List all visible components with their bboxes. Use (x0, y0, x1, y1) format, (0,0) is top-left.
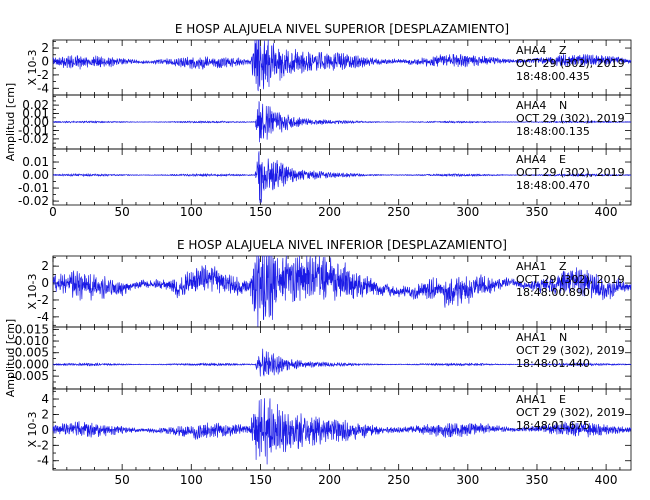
component-label: E (559, 153, 566, 166)
date-label: OCT 29 (302), 2019 (516, 166, 625, 179)
x-tick-label: 250 (387, 473, 410, 487)
y-tick-label: 2 (41, 407, 49, 421)
time-label: 18:48:00.890 (516, 286, 590, 299)
x-tick-label: 150 (249, 205, 272, 219)
waveform-aha4-z (52, 39, 632, 92)
waveform-aha4-n (52, 101, 632, 143)
x-tick-label: 50 (114, 205, 129, 219)
component-label: N (559, 331, 567, 344)
scale-label: X 10-3 (26, 274, 39, 310)
y-axis-label: Amplitud [cm] (4, 83, 17, 161)
time-label: 18:48:01.675 (516, 419, 590, 432)
y-tick-label: 0.01 (22, 155, 49, 169)
component-label: E (559, 393, 566, 406)
x-tick-label: 300 (456, 205, 479, 219)
scale-label: X 10-3 (26, 412, 39, 448)
y-tick-label: 0.005 (15, 346, 49, 360)
scale-label: X 10-3 (26, 50, 39, 86)
y-tick-label: 4 (41, 392, 49, 406)
date-label: OCT 29 (302), 2019 (516, 344, 625, 357)
x-tick-label: 200 (318, 473, 341, 487)
y-tick-label: -0.01 (18, 123, 49, 137)
x-tick-label: 400 (595, 473, 618, 487)
y-axis-label: Amplitud [cm] (4, 319, 17, 397)
figure-title: E HOSP ALAJUELA NIVEL SUPERIOR [DESPLAZA… (175, 22, 509, 36)
y-tick-label: 2 (41, 41, 49, 55)
y-tick-label: 0.015 (15, 322, 49, 336)
panel-frame (52, 148, 632, 206)
x-tick-label: 100 (180, 205, 203, 219)
x-tick-label: 150 (249, 473, 272, 487)
y-tick-label: -2 (37, 68, 49, 82)
y-tick-label: -4 (37, 310, 49, 324)
y-tick-label: 0.010 (15, 334, 49, 348)
date-label: OCT 29 (302), 2019 (516, 57, 625, 70)
y-tick-label: 0.000 (15, 357, 49, 371)
y-tick-label: 0.01 (22, 107, 49, 121)
date-label: OCT 29 (302), 2019 (516, 112, 625, 125)
y-tick-label: -4 (37, 454, 49, 468)
station-label: AHA4 (516, 99, 546, 112)
time-label: 18:48:00.470 (516, 179, 590, 192)
x-tick-label: 0 (49, 205, 57, 219)
x-tick-label: 350 (526, 205, 549, 219)
y-tick-label: -0.01 (18, 181, 49, 195)
date-label: OCT 29 (302), 2019 (516, 273, 625, 286)
waveform-aha4-e (52, 151, 632, 203)
waveform-aha1-z (52, 255, 632, 328)
x-tick-label: 100 (180, 473, 203, 487)
x-tick-label: 300 (456, 473, 479, 487)
x-tick-label: 350 (526, 473, 549, 487)
y-tick-label: 0.00 (22, 115, 49, 129)
y-tick-label: -2 (37, 438, 49, 452)
date-label: OCT 29 (302), 2019 (516, 406, 625, 419)
y-tick-label: 2 (41, 259, 49, 273)
waveform-aha1-e (52, 398, 632, 465)
x-tick-label: 400 (595, 205, 618, 219)
component-label: Z (559, 44, 567, 57)
x-tick-label: 250 (387, 205, 410, 219)
time-label: 18:48:00.135 (516, 125, 590, 138)
y-tick-label: 0.00 (22, 168, 49, 182)
y-tick-label: -0.02 (18, 194, 49, 208)
time-label: 18:48:00.435 (516, 70, 590, 83)
component-label: N (559, 99, 567, 112)
station-label: AHA1 (516, 331, 546, 344)
station-label: AHA1 (516, 393, 546, 406)
y-tick-label: 0.02 (22, 98, 49, 112)
station-label: AHA1 (516, 260, 546, 273)
y-tick-label: -0.02 (18, 132, 49, 146)
y-tick-label: 0 (41, 54, 49, 68)
figure-title: E HOSP ALAJUELA NIVEL INFERIOR [DESPLAZA… (177, 238, 507, 252)
y-tick-label: -2 (37, 293, 49, 307)
component-label: Z (559, 260, 567, 273)
y-tick-label: -4 (37, 81, 49, 95)
x-tick-label: 50 (114, 473, 129, 487)
station-label: AHA4 (516, 153, 546, 166)
y-tick-label: 0 (41, 423, 49, 437)
station-label: AHA4 (516, 44, 546, 57)
time-label: 18:48:01.440 (516, 357, 590, 370)
y-tick-label: -0.005 (10, 369, 49, 383)
y-tick-label: 0 (41, 276, 49, 290)
waveform-aha1-n (52, 348, 632, 377)
x-tick-label: 200 (318, 205, 341, 219)
